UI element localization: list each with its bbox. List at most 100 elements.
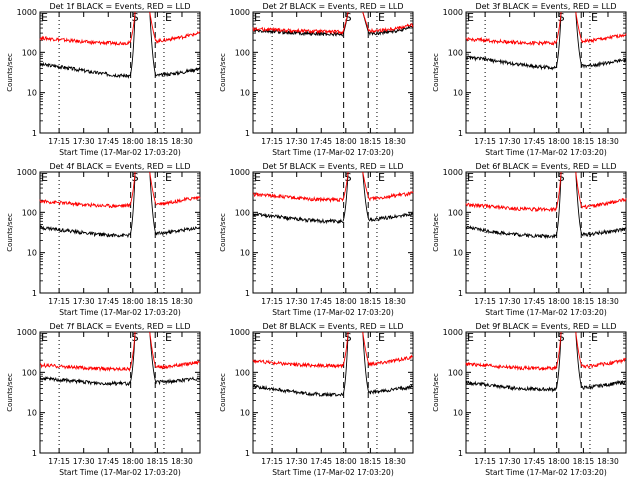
y-tick-label: 1 <box>245 289 250 298</box>
x-tick-label: 17:45 <box>97 457 119 466</box>
series-line-events <box>39 61 131 79</box>
chart-title: Det 7f BLACK = Events, RED = LLD <box>49 322 190 331</box>
time-marker-label: S <box>345 11 352 24</box>
plot-frame <box>465 331 627 454</box>
chart-title: Det 2f BLACK = Events, RED = LLD <box>262 2 403 11</box>
series-line-lld <box>252 359 344 369</box>
x-tick-label: 17:15 <box>48 457 70 466</box>
y-tick-label: 100 <box>235 48 250 57</box>
x-tick-label: 17:15 <box>261 297 283 306</box>
y-tick-label: 10 <box>240 409 250 418</box>
y-tick-label: 1 <box>245 449 250 458</box>
series-flare-decay <box>575 171 583 208</box>
x-tick-label: 18:30 <box>597 137 619 146</box>
x-tick-label: 18:00 <box>335 457 357 466</box>
y-tick-label: 1000 <box>443 168 463 177</box>
series-flare-rise <box>129 331 136 369</box>
time-marker-label: E <box>467 11 474 24</box>
x-tick-label: 18:15 <box>147 137 169 146</box>
series-line-lld <box>581 33 627 44</box>
chart-panel-5: Det 5f BLACK = Events, RED = LLD Counts/s… <box>219 162 414 317</box>
plot-frame <box>465 11 627 134</box>
series-flare-decay <box>362 11 370 32</box>
series-flare-decay <box>149 11 157 76</box>
time-marker-label: E <box>467 171 474 184</box>
x-tick-label: 18:15 <box>147 297 169 306</box>
y-tick-label: 10 <box>453 89 463 98</box>
series-line-lld <box>581 357 627 370</box>
series-flare-rise <box>129 11 136 77</box>
x-tick-label: 17:45 <box>523 297 545 306</box>
time-marker-label: E <box>41 331 48 344</box>
chart-panel-1: Det 1f BLACK = Events, RED = LLD Counts/s… <box>6 2 201 157</box>
y-tick-label: 10 <box>453 409 463 418</box>
x-tick-label: 17:15 <box>261 457 283 466</box>
plot-frame <box>252 331 414 454</box>
y-axis-label: Counts/sec <box>219 53 227 92</box>
series-line-events <box>368 384 414 395</box>
x-tick-label: 17:30 <box>286 297 308 306</box>
x-tick-label: 18:15 <box>573 457 595 466</box>
y-tick-label: 100 <box>448 368 463 377</box>
y-axis-label: Counts/sec <box>6 373 14 412</box>
series-line-lld <box>252 191 344 204</box>
x-tick-label: 18:30 <box>171 297 193 306</box>
series-line-events <box>252 212 344 225</box>
x-axis-label: Start Time (17-Mar-02 17:03:20) <box>272 308 394 317</box>
y-tick-label: 1000 <box>443 8 463 17</box>
x-tick-label: 17:15 <box>474 297 496 306</box>
y-tick-label: 1000 <box>230 168 250 177</box>
x-tick-label: 17:45 <box>97 297 119 306</box>
y-tick-label: 1 <box>458 289 463 298</box>
series-line-events <box>39 375 131 387</box>
time-marker-label: E <box>41 11 48 24</box>
x-tick-label: 18:30 <box>171 137 193 146</box>
y-tick-label: 100 <box>235 208 250 217</box>
x-tick-label: 17:30 <box>499 297 521 306</box>
x-tick-label: 18:00 <box>122 297 144 306</box>
chart-panel-6: Det 6f BLACK = Events, RED = LLD Counts/s… <box>432 162 627 317</box>
x-axis-label: Start Time (17-Mar-02 17:03:20) <box>59 468 181 477</box>
chart-title: Det 8f BLACK = Events, RED = LLD <box>262 322 403 331</box>
x-tick-label: 18:30 <box>171 457 193 466</box>
series-line-events <box>155 67 200 78</box>
x-tick-label: 17:45 <box>310 297 332 306</box>
x-tick-label: 18:00 <box>548 137 570 146</box>
y-tick-label: 1000 <box>17 328 37 337</box>
time-marker-label: E <box>378 331 385 344</box>
series-flare-decay <box>575 331 583 367</box>
time-marker-label: E <box>591 331 598 344</box>
chart-panel-8: Det 8f BLACK = Events, RED = LLD Counts/s… <box>219 322 414 477</box>
time-marker-label: E <box>165 11 172 24</box>
x-tick-label: 18:30 <box>384 297 406 306</box>
series-flare-decay <box>149 11 157 42</box>
y-tick-label: 100 <box>22 208 37 217</box>
series-flare-rise <box>129 171 136 236</box>
series-line-events <box>581 379 627 391</box>
x-tick-label: 18:30 <box>384 137 406 146</box>
series-flare-rise <box>342 171 349 200</box>
y-tick-label: 1 <box>32 449 37 458</box>
x-tick-label: 18:00 <box>335 297 357 306</box>
x-tick-label: 17:30 <box>499 457 521 466</box>
series-flare-rise <box>129 11 136 43</box>
series-flare-decay <box>362 171 370 199</box>
y-tick-label: 1000 <box>230 8 250 17</box>
series-flare-rise <box>342 331 349 366</box>
y-tick-label: 1000 <box>230 328 250 337</box>
series-flare-decay <box>575 11 583 42</box>
chart-panel-7: Det 7f BLACK = Events, RED = LLD Counts/s… <box>6 322 201 477</box>
x-tick-label: 18:15 <box>360 457 382 466</box>
chart-panel-2: Det 2f BLACK = Events, RED = LLD Counts/s… <box>219 2 414 157</box>
x-tick-label: 18:00 <box>335 137 357 146</box>
y-axis-label: Counts/sec <box>6 213 14 252</box>
x-tick-label: 17:30 <box>73 297 95 306</box>
series-line-events <box>465 380 557 393</box>
y-tick-label: 1 <box>32 289 37 298</box>
y-tick-label: 10 <box>27 249 37 258</box>
y-tick-label: 1000 <box>17 8 37 17</box>
series-flare-rise <box>555 11 562 43</box>
x-axis-label: Start Time (17-Mar-02 17:03:20) <box>59 308 181 317</box>
series-flare-decay <box>149 331 157 368</box>
